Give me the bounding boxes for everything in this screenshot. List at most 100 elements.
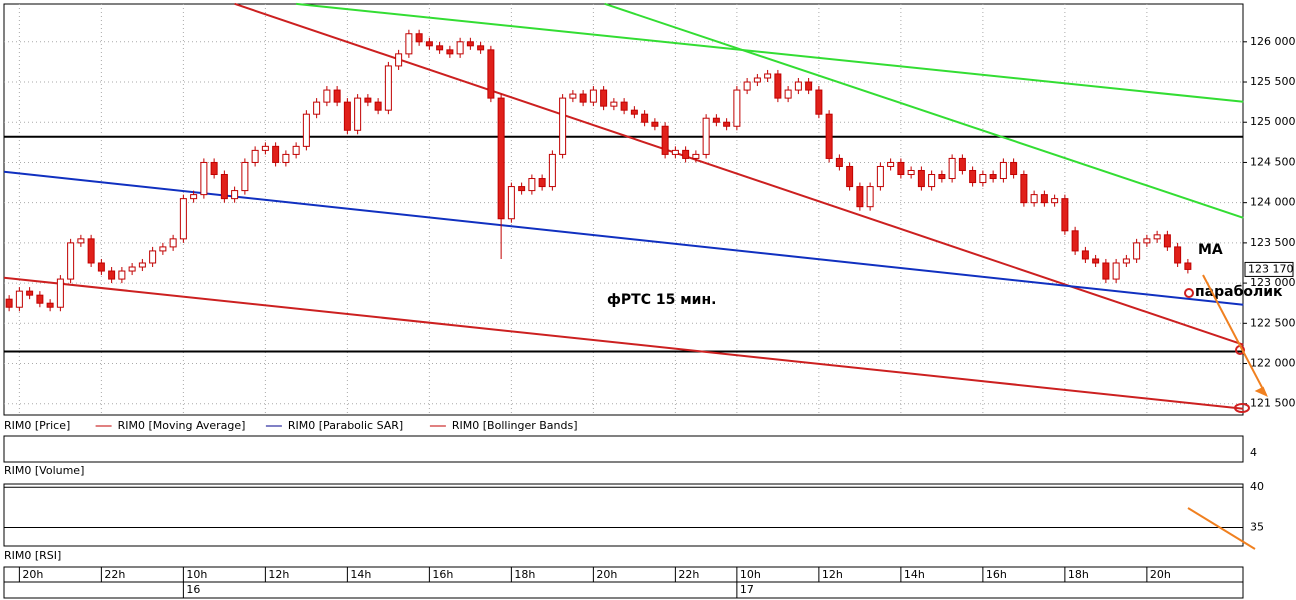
candle-body <box>938 174 946 180</box>
candle-body <box>364 97 372 103</box>
candle-body <box>323 89 331 103</box>
candle-body <box>897 161 905 176</box>
candle-body <box>723 121 731 127</box>
x-tick-label: 16h <box>986 568 1007 581</box>
trend-line <box>604 2 1244 219</box>
y-tick-label: 125 000 <box>1250 115 1296 128</box>
rsi-panel <box>3 483 1244 547</box>
candle-body <box>876 165 884 188</box>
candle-body <box>261 145 269 151</box>
candle-body <box>169 238 177 248</box>
candle-body <box>1092 258 1100 264</box>
candle-body <box>241 161 249 192</box>
candle-body <box>15 290 23 308</box>
candle-body <box>569 93 577 99</box>
panel-title: RIM0 [Volume] <box>4 464 84 477</box>
arrow <box>1202 274 1267 396</box>
candle-body <box>446 49 454 55</box>
candle-body <box>354 97 362 131</box>
candle-body <box>179 198 187 240</box>
x-tick-label: 22h <box>678 568 699 581</box>
candle-body <box>846 165 854 188</box>
annotation: фРТС 15 мин. <box>607 292 716 308</box>
annotation: параболик <box>1195 284 1283 300</box>
candle-body <box>958 157 966 171</box>
legend-label: RIM0 [Parabolic SAR] <box>288 419 403 432</box>
trend-line <box>3 276 1244 410</box>
candle-body <box>887 161 895 167</box>
price-panel <box>3 3 1244 416</box>
candle-body <box>1133 242 1141 260</box>
candle-body <box>384 65 392 111</box>
candle-body <box>1112 262 1120 280</box>
candle-body <box>651 121 659 127</box>
y-tick-label: 123 000 <box>1250 276 1296 289</box>
candle-body <box>969 169 977 184</box>
candle-body <box>1071 230 1079 252</box>
candle-body <box>559 97 567 155</box>
candle-body <box>753 77 761 83</box>
candle-body <box>118 270 126 280</box>
candle-body <box>313 101 321 115</box>
candle-body <box>1010 161 1018 176</box>
legend-label: RIM0 [Moving Average] <box>118 419 246 432</box>
candle-body <box>989 174 997 180</box>
plot: 121 500 122 000 122 500 123 000 123 500 124 0… <box>3 2 1296 598</box>
candle-body <box>108 270 116 280</box>
y-tick-label: 122 000 <box>1250 357 1296 370</box>
candle-body <box>415 33 423 43</box>
candle-body <box>774 73 782 99</box>
x-tick-label: 10h <box>186 568 207 581</box>
candle-body <box>159 246 167 252</box>
candle-body <box>661 125 669 155</box>
candle-body <box>805 81 813 91</box>
candle-body <box>456 41 464 55</box>
candle-body <box>405 33 413 55</box>
candle-body <box>979 174 987 184</box>
day-label: 16 <box>186 583 200 596</box>
y-tick-label: 126 000 <box>1250 35 1296 48</box>
trend-line <box>3 170 1244 306</box>
candle-body <box>1143 238 1151 244</box>
candle-body <box>333 89 341 103</box>
candle-body <box>1030 194 1038 204</box>
candle-body <box>630 109 638 115</box>
x-tick-label: 12h <box>822 568 843 581</box>
candle-body <box>671 149 679 155</box>
candle-body <box>610 101 618 107</box>
candle-body <box>231 190 239 200</box>
x-tick-label: 20h <box>1150 568 1171 581</box>
candle-body <box>1040 194 1048 204</box>
candle-body <box>87 238 95 264</box>
candle-body <box>1081 250 1089 260</box>
candle-body <box>436 45 444 51</box>
y-tick-label: 4 <box>1250 446 1257 459</box>
marker <box>1234 403 1250 413</box>
y-tick-label: 125 500 <box>1250 75 1296 88</box>
y-tick-label: 124 500 <box>1250 155 1296 168</box>
x-tick-label: 14h <box>904 568 925 581</box>
candle-body <box>764 73 772 79</box>
x-tick-label: 18h <box>514 568 535 581</box>
arrow <box>1187 507 1256 550</box>
candle-body <box>282 153 290 163</box>
marker <box>1184 288 1194 298</box>
candle-body <box>600 89 608 107</box>
candle-body <box>907 169 915 176</box>
candle-body <box>579 93 587 103</box>
candle-body <box>507 186 515 220</box>
volume-panel <box>3 435 1244 463</box>
candle-body <box>1102 262 1110 280</box>
candle-body <box>743 81 751 91</box>
arrow-head <box>1254 386 1268 397</box>
candle-body <box>1020 174 1028 204</box>
price-tag-label: 123 170 <box>1248 262 1294 275</box>
price-tag <box>1244 261 1294 277</box>
candle-body <box>815 89 823 115</box>
x-tick-label: 16h <box>432 568 453 581</box>
candle-body <box>641 113 649 123</box>
candle-body <box>538 178 546 188</box>
trend-line <box>234 2 1244 346</box>
candle-body <box>948 157 956 180</box>
candle-body <box>712 117 720 123</box>
